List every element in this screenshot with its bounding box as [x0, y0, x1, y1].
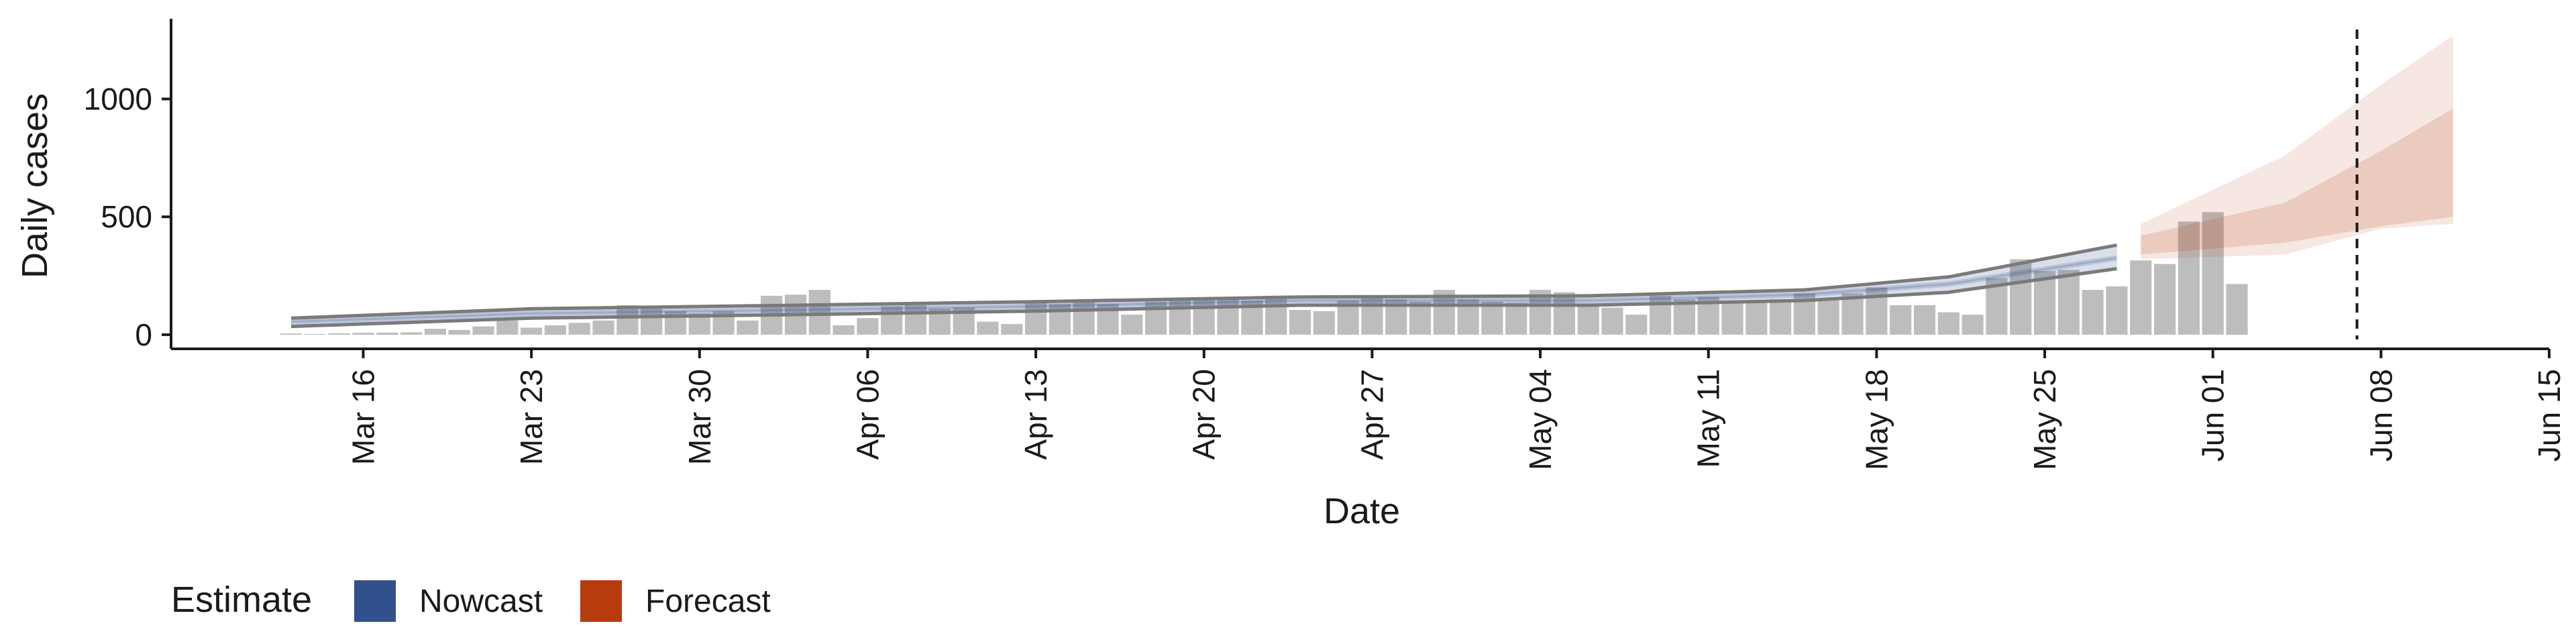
- x-tick-label: Mar 30: [682, 369, 717, 465]
- bar: [1289, 310, 1311, 335]
- legend-swatch-nowcast: [354, 580, 396, 622]
- bar: [2082, 290, 2104, 335]
- x-tick-label: Apr 06: [850, 369, 885, 460]
- bar: [641, 309, 663, 335]
- bar: [1313, 311, 1335, 335]
- bar: [1121, 315, 1143, 335]
- legend-label-forecast: Forecast: [645, 584, 771, 619]
- bar: [737, 320, 759, 335]
- bar: [376, 332, 398, 335]
- bar: [1073, 301, 1095, 335]
- bar: [328, 333, 350, 335]
- bar: [1409, 301, 1432, 335]
- bar: [304, 333, 326, 335]
- y-tick-label: 500: [101, 199, 152, 234]
- bar: [568, 323, 590, 335]
- bar: [977, 321, 999, 335]
- x-tick-label: May 18: [1859, 369, 1894, 470]
- legend-title: Estimate: [171, 580, 312, 620]
- bar: [448, 329, 470, 335]
- bar: [424, 329, 446, 335]
- bar: [1962, 315, 1984, 335]
- bar: [1817, 298, 1839, 335]
- bar: [2010, 259, 2032, 335]
- bar: [1770, 299, 1792, 335]
- bar: [592, 320, 614, 335]
- bar: [472, 326, 494, 335]
- bar: [2154, 264, 2176, 335]
- bar: [352, 333, 374, 335]
- bar: [2106, 286, 2128, 335]
- x-tick-label: Jun 01: [2196, 369, 2231, 462]
- forecast-inner-band: [2141, 108, 2453, 255]
- bar: [2202, 212, 2224, 335]
- bar: [2178, 221, 2200, 335]
- x-tick-label: Mar 16: [346, 369, 381, 465]
- bar: [1169, 299, 1191, 335]
- x-tick-label: May 04: [1523, 369, 1558, 470]
- bar: [2033, 271, 2056, 335]
- bar: [904, 305, 927, 335]
- bar: [496, 320, 519, 335]
- bar: [1625, 315, 1648, 335]
- bar: [2226, 284, 2248, 335]
- legend-swatch-forecast: [580, 580, 622, 622]
- bar: [1217, 297, 1239, 335]
- x-tick-label: Mar 23: [514, 369, 549, 465]
- x-tick-label: Apr 13: [1018, 369, 1053, 460]
- forecast-outer-band: [2141, 35, 2453, 260]
- bar: [881, 306, 903, 335]
- legend-label-nowcast: Nowcast: [419, 584, 543, 619]
- bar: [616, 305, 639, 335]
- bar: [833, 325, 855, 335]
- bands-layer: [290, 35, 2453, 329]
- bar: [857, 318, 879, 335]
- nowcast-inner-band: [291, 255, 2117, 325]
- bar: [1193, 298, 1215, 335]
- bar: [1746, 301, 1768, 335]
- bar: [2130, 260, 2152, 335]
- bar: [544, 325, 566, 335]
- y-axis-label: Daily cases: [15, 93, 55, 278]
- bar: [1481, 301, 1503, 335]
- x-tick-label: Apr 20: [1187, 369, 1222, 460]
- x-tick-label: Apr 27: [1354, 369, 1389, 460]
- x-tick-label: May 11: [1691, 369, 1726, 468]
- bar: [1913, 305, 1936, 335]
- bar: [1601, 307, 1623, 335]
- bar: [1937, 312, 1960, 335]
- nowcast-upper-line: [290, 243, 2117, 320]
- bar: [400, 332, 423, 335]
- nowcast-lower-line: [290, 267, 2117, 329]
- bars-layer: [280, 212, 2248, 335]
- bar: [1505, 303, 1527, 335]
- bar: [808, 290, 830, 335]
- nowcast-median-line: [290, 257, 2117, 323]
- bar: [1025, 303, 1047, 335]
- bar: [1841, 293, 1864, 335]
- bar: [280, 333, 303, 335]
- x-axis-label: Date: [1324, 491, 1400, 531]
- bar: [1265, 297, 1287, 335]
- legend: Estimate Nowcast Forecast: [171, 580, 771, 622]
- x-tick-label: Jun 08: [2363, 369, 2398, 462]
- bar: [2057, 270, 2080, 335]
- bar: [1553, 292, 1575, 335]
- bar: [1673, 299, 1695, 335]
- bar: [1001, 324, 1023, 335]
- x-tick-label: May 25: [2027, 369, 2062, 470]
- y-tick-label: 0: [135, 317, 152, 352]
- axes-layer: 0 500 1000 Mar 16 Mar 23 Mar 30 Apr 06 Apr 13 Ap…: [84, 19, 2567, 470]
- bar: [1721, 301, 1743, 335]
- bar: [1890, 305, 1912, 335]
- bar: [1361, 297, 1383, 335]
- y-tick-label: 1000: [84, 81, 152, 116]
- x-tick-label: Jun 15: [2532, 369, 2567, 462]
- bar: [521, 327, 543, 335]
- bar: [1577, 305, 1599, 335]
